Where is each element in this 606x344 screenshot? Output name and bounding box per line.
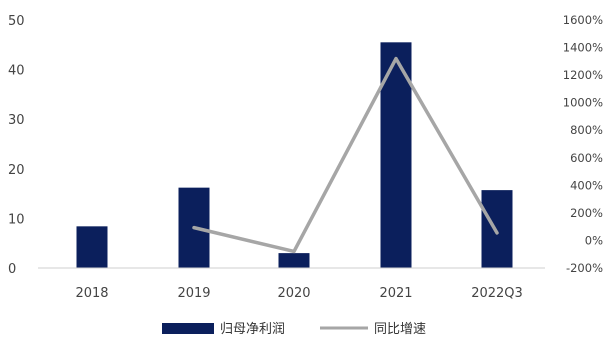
right-tick-label: 800% (570, 123, 603, 137)
right-tick-label: 400% (570, 178, 603, 192)
legend-bar-swatch (162, 323, 214, 334)
left-axis-ticks: 0 10 20 30 40 50 (8, 14, 25, 277)
growth-line (192, 56, 499, 254)
right-tick-label: 0% (585, 233, 603, 247)
bar-2018 (76, 226, 108, 268)
right-axis-ticks: -200% 0% 200% 400% 600% 800% 1000% 1200% 1400% 16… (563, 13, 603, 275)
right-tick-label: -200% (566, 261, 603, 275)
legend-bar-label: 归母净利润 (220, 322, 285, 337)
bar-2022Q3 (481, 190, 513, 268)
right-tick-label: 600% (570, 151, 603, 165)
right-tick-label: 1000% (563, 96, 603, 110)
x-tick-label: 2018 (75, 286, 108, 301)
x-tick-label: 2021 (379, 286, 412, 301)
legend-line-label: 同比增速 (374, 322, 426, 337)
bar-2020 (278, 253, 310, 268)
left-tick-label: 40 (8, 64, 25, 79)
line-series (192, 56, 499, 254)
growth-point-2021 (394, 57, 398, 61)
left-tick-label: 20 (8, 163, 25, 178)
x-axis-ticks: 2018 2019 2020 2021 2022Q3 (75, 286, 522, 301)
x-tick-label: 2019 (177, 286, 210, 301)
left-tick-label: 50 (8, 14, 25, 29)
bars (76, 42, 513, 268)
x-tick-label: 2022Q3 (471, 286, 523, 301)
legend: 归母净利润 同比增速 (162, 322, 426, 337)
growth-point-2022Q3 (495, 231, 499, 235)
x-tick-label: 2020 (277, 286, 310, 301)
left-tick-label: 30 (8, 113, 25, 128)
growth-point-2020 (292, 249, 296, 253)
right-tick-label: 1600% (563, 13, 603, 27)
growth-point-2019 (192, 226, 196, 230)
left-tick-label: 0 (8, 262, 16, 277)
right-tick-label: 1200% (563, 68, 603, 82)
right-tick-label: 1400% (563, 41, 603, 55)
left-tick-label: 10 (8, 212, 25, 227)
right-tick-label: 200% (570, 206, 603, 220)
